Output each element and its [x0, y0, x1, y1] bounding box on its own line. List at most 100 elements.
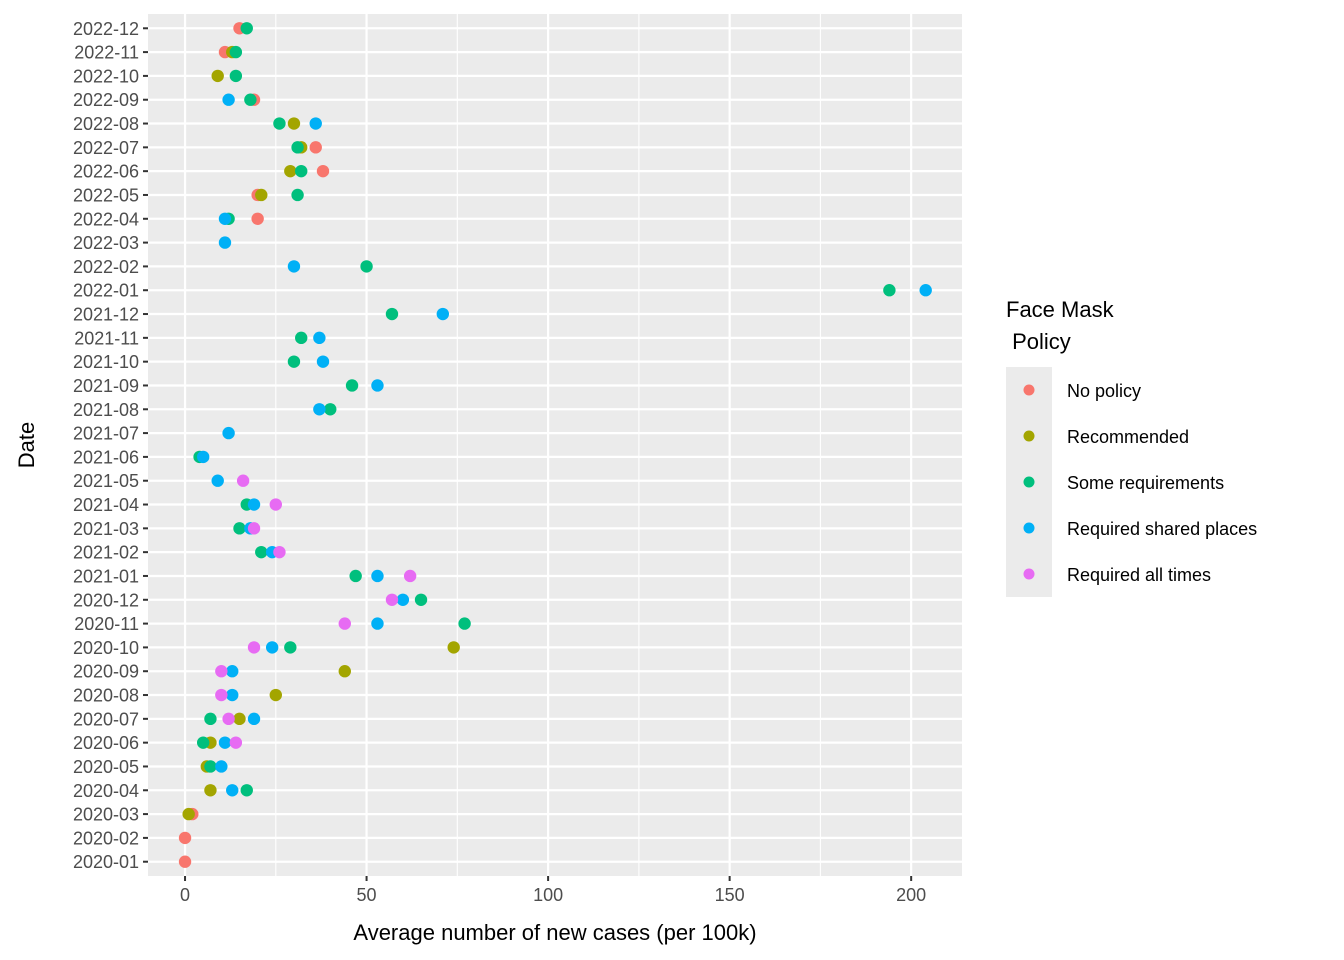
data-point — [178, 831, 192, 845]
y-tick-label: 2020-04 — [73, 781, 139, 801]
data-point — [403, 569, 417, 583]
y-tick-label: 2020-08 — [73, 686, 139, 706]
data-point — [273, 545, 286, 559]
data-point — [229, 69, 243, 83]
data-point — [196, 450, 210, 464]
y-tick-label: 2021-05 — [73, 471, 139, 491]
data-points — [178, 22, 932, 868]
legend-label: No policy — [1067, 381, 1141, 401]
y-tick-label: 2020-10 — [73, 638, 139, 658]
data-point — [287, 355, 301, 368]
y-tick-label: 2021-01 — [73, 566, 139, 586]
data-point — [247, 641, 261, 654]
y-tick-label: 2022-01 — [73, 281, 139, 301]
data-point — [287, 117, 301, 130]
y-tick-label: 2020-12 — [73, 590, 139, 610]
legend-key — [1023, 430, 1035, 442]
data-point — [247, 498, 261, 511]
legend-key — [1023, 522, 1035, 534]
data-point — [204, 760, 217, 773]
data-point — [338, 617, 351, 630]
data-point — [396, 593, 410, 606]
legend-key — [1023, 568, 1035, 580]
legend-label: Required all times — [1067, 565, 1211, 585]
data-point — [338, 665, 351, 678]
x-axis: 0 50 100 150 200 — [180, 876, 926, 905]
legend-label: Some requirements — [1067, 473, 1224, 493]
y-tick-label: 2020-07 — [73, 709, 139, 729]
y-tick-label: 2022-12 — [73, 19, 139, 39]
data-point — [414, 593, 428, 606]
y-tick-label: 2022-02 — [73, 257, 139, 277]
data-point — [233, 712, 246, 726]
x-axis-title: Average number of new cases (per 100k) — [353, 920, 756, 945]
y-tick-label: 2021-08 — [73, 400, 139, 420]
y-tick-label: 2021-06 — [73, 447, 139, 467]
legend-label: Required shared places — [1067, 519, 1257, 539]
y-tick-label: 2022-08 — [73, 114, 139, 134]
data-point — [316, 355, 330, 368]
data-point — [360, 260, 373, 273]
y-tick-label: 2022-10 — [73, 66, 139, 86]
legend-title-line1: Face Mask — [1006, 297, 1115, 322]
data-point — [247, 712, 261, 726]
x-tick-label: 50 — [357, 885, 377, 905]
data-point — [211, 69, 224, 83]
y-tick-label: 2020-03 — [73, 805, 139, 825]
y-tick-label: 2021-07 — [73, 424, 139, 444]
plot-panel — [148, 14, 962, 876]
y-tick-label: 2020-11 — [74, 614, 139, 634]
data-point — [218, 236, 232, 249]
y-tick-label: 2020-09 — [73, 662, 139, 682]
legend-key — [1023, 476, 1035, 488]
data-point — [215, 688, 228, 702]
data-point — [236, 474, 250, 487]
data-point — [291, 141, 304, 154]
data-point — [273, 117, 286, 130]
data-point — [226, 665, 239, 678]
data-point — [222, 93, 235, 106]
data-point — [218, 736, 232, 749]
data-point — [204, 784, 217, 797]
data-point — [316, 164, 330, 178]
data-point — [313, 331, 326, 345]
major-gridlines — [148, 14, 962, 876]
legend: Face Mask Policy No policy Recommended Som… — [1006, 297, 1257, 597]
data-point — [309, 141, 322, 154]
y-tick-label: 2020-05 — [73, 757, 139, 777]
data-point — [229, 736, 243, 749]
data-point — [371, 379, 384, 392]
x-tick-label: 0 — [180, 885, 190, 905]
data-point — [291, 188, 304, 202]
data-point — [182, 807, 195, 821]
data-point — [229, 45, 243, 59]
data-point — [371, 569, 384, 583]
y-axis: 2020-01 2020-02 2020-03 2020-04 2020-05 2020-… — [73, 19, 148, 872]
data-point — [883, 284, 896, 297]
data-point — [371, 617, 384, 630]
y-tick-label: 2022-05 — [73, 185, 139, 205]
data-point — [247, 522, 261, 535]
data-point — [178, 855, 192, 868]
data-point — [919, 284, 932, 297]
data-point — [287, 260, 301, 273]
data-point — [458, 617, 471, 630]
y-tick-label: 2021-11 — [74, 328, 139, 348]
data-point — [222, 712, 235, 726]
y-tick-label: 2020-06 — [73, 733, 139, 753]
data-point — [269, 688, 283, 702]
x-tick-label: 200 — [896, 885, 926, 905]
y-tick-label: 2021-12 — [73, 305, 139, 325]
data-point — [255, 545, 268, 559]
data-point — [196, 736, 210, 749]
data-point — [240, 22, 253, 35]
y-tick-label: 2021-03 — [73, 519, 139, 539]
data-point — [295, 164, 308, 178]
data-point — [215, 665, 228, 678]
data-point — [324, 403, 337, 416]
data-point — [309, 117, 322, 130]
x-tick-label: 150 — [715, 885, 745, 905]
y-tick-label: 2020-02 — [73, 828, 139, 848]
y-axis-title: Date — [14, 422, 39, 468]
